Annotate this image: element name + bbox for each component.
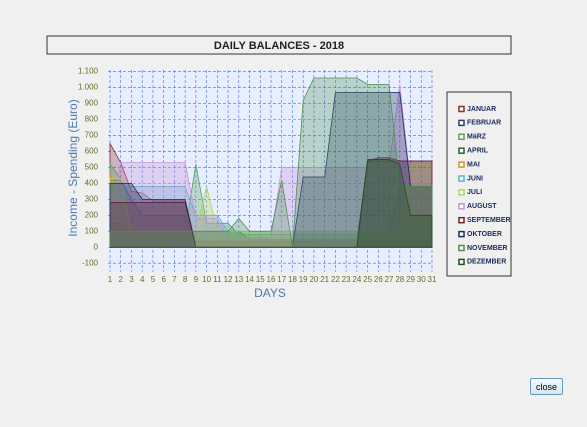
area bbox=[109, 84, 433, 248]
y-tick-label: 200 bbox=[85, 210, 99, 219]
x-tick-label: 17 bbox=[277, 275, 286, 284]
x-tick-label: 30 bbox=[417, 275, 426, 284]
chart-title: DAILY BALANCES - 2018 bbox=[214, 40, 344, 52]
x-tick-label: 29 bbox=[406, 275, 415, 284]
x-tick-label: 2 bbox=[119, 275, 124, 284]
legend-marker bbox=[458, 189, 465, 196]
area bbox=[109, 173, 433, 248]
y-tick-label: -100 bbox=[82, 258, 99, 267]
x-tick-label: 20 bbox=[309, 275, 318, 284]
legend-label: MäRZ bbox=[467, 134, 487, 141]
x-tick-label: 5 bbox=[151, 275, 156, 284]
y-tick-label: 600 bbox=[85, 147, 99, 156]
legend-marker bbox=[458, 105, 465, 113]
legend-label: JANUAR bbox=[467, 106, 496, 113]
x-tick-label: 23 bbox=[342, 275, 351, 284]
x-tick-label: 18 bbox=[288, 275, 297, 284]
legend-label: AUGUST bbox=[467, 203, 497, 210]
legend-label: NOVEMBER bbox=[467, 245, 507, 252]
x-tick-label: 7 bbox=[172, 275, 177, 284]
legend-box bbox=[446, 91, 512, 277]
legend-marker bbox=[458, 119, 465, 127]
close-button[interactable]: close bbox=[530, 378, 563, 395]
y-tick-label: 700 bbox=[85, 131, 99, 140]
y-tick-label: 400 bbox=[85, 178, 99, 187]
title-box bbox=[46, 35, 512, 55]
area bbox=[109, 77, 433, 248]
legend-marker bbox=[458, 133, 465, 141]
x-tick-label: 12 bbox=[224, 275, 233, 284]
legend-marker bbox=[458, 147, 465, 154]
x-tick-label: 21 bbox=[320, 275, 329, 284]
x-tick-label: 31 bbox=[428, 275, 437, 284]
y-tick-label: 300 bbox=[85, 194, 99, 203]
y-tick-label: 800 bbox=[85, 115, 99, 124]
x-tick-label: 3 bbox=[129, 275, 134, 284]
x-tick-label: 1 bbox=[108, 275, 113, 284]
x-tick-label: 19 bbox=[299, 275, 308, 284]
x-tick-label: 13 bbox=[234, 275, 243, 284]
y-tick-label: 500 bbox=[85, 163, 99, 172]
area bbox=[110, 159, 433, 248]
legend-label: JULI bbox=[467, 189, 482, 196]
x-tick-label: 24 bbox=[352, 275, 361, 284]
legend-marker bbox=[458, 258, 465, 266]
x-tick-label: 14 bbox=[245, 275, 254, 284]
x-tick-label: 16 bbox=[267, 275, 276, 284]
x-tick-label: 11 bbox=[213, 275, 222, 284]
y-axis-label: Income - Spending (Euro) bbox=[66, 99, 80, 236]
y-tick-label: 100 bbox=[85, 226, 99, 235]
y-tick-label: 0 bbox=[94, 242, 99, 251]
x-tick-label: 26 bbox=[374, 275, 383, 284]
legend-label: APRIL bbox=[467, 148, 489, 155]
legend-label: DEZEMBER bbox=[467, 259, 506, 266]
y-tick-label: 1.100 bbox=[78, 67, 99, 76]
legend-marker bbox=[458, 161, 465, 168]
legend-marker bbox=[458, 175, 465, 182]
x-tick-label: 8 bbox=[183, 275, 188, 284]
legend-label: FEBRUAR bbox=[467, 120, 501, 127]
x-tick-label: 27 bbox=[385, 275, 394, 284]
legend-label: OKTOBER bbox=[467, 231, 502, 238]
x-axis-label: DAYS bbox=[254, 286, 286, 300]
x-tick-label: 15 bbox=[256, 275, 265, 284]
legend-label: SEPTEMBER bbox=[467, 217, 511, 224]
legend-marker bbox=[458, 203, 465, 210]
legend-marker bbox=[458, 230, 465, 238]
y-tick-label: 1.000 bbox=[78, 83, 99, 92]
legend-label: JUNI bbox=[467, 175, 483, 182]
x-tick-label: 6 bbox=[161, 275, 166, 284]
x-tick-label: 28 bbox=[395, 275, 404, 284]
legend-label: MAI bbox=[467, 161, 480, 168]
y-tick-label: 900 bbox=[85, 99, 99, 108]
x-tick-label: 22 bbox=[331, 275, 340, 284]
legend-marker bbox=[458, 244, 465, 252]
x-tick-label: 4 bbox=[140, 275, 145, 284]
x-tick-label: 25 bbox=[363, 275, 372, 284]
x-tick-label: 9 bbox=[194, 275, 199, 284]
legend-marker bbox=[458, 216, 465, 224]
x-tick-label: 10 bbox=[202, 275, 211, 284]
